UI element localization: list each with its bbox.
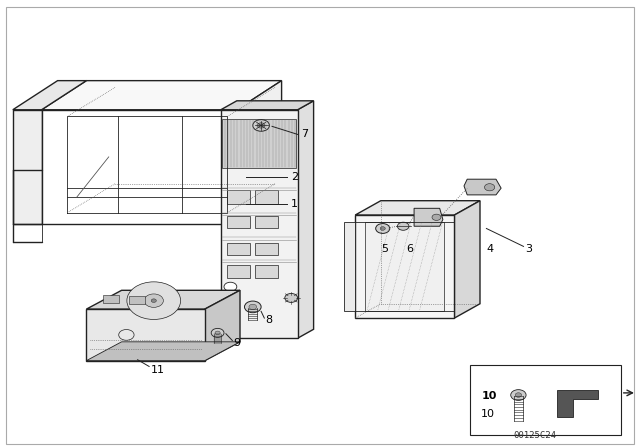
Text: 11: 11 xyxy=(150,365,164,375)
Text: 1: 1 xyxy=(291,199,298,209)
Circle shape xyxy=(515,393,522,397)
Polygon shape xyxy=(86,290,240,309)
Polygon shape xyxy=(464,179,501,195)
Polygon shape xyxy=(42,81,282,110)
Circle shape xyxy=(285,293,298,302)
Bar xyxy=(255,190,278,204)
Polygon shape xyxy=(86,342,240,361)
Bar xyxy=(227,265,250,278)
Polygon shape xyxy=(355,201,480,215)
Circle shape xyxy=(397,222,409,230)
Polygon shape xyxy=(298,101,314,338)
Circle shape xyxy=(511,390,526,401)
Polygon shape xyxy=(221,110,298,338)
Bar xyxy=(227,216,250,228)
Bar xyxy=(222,119,296,168)
Text: 6: 6 xyxy=(406,244,413,254)
Circle shape xyxy=(484,184,495,191)
Text: 00125C24: 00125C24 xyxy=(513,431,556,440)
Circle shape xyxy=(432,214,441,220)
Text: 5: 5 xyxy=(381,244,388,254)
Circle shape xyxy=(376,224,390,233)
Circle shape xyxy=(151,299,156,302)
Bar xyxy=(227,190,250,204)
Circle shape xyxy=(211,328,224,337)
Circle shape xyxy=(224,282,237,291)
Circle shape xyxy=(224,320,237,329)
Text: 9: 9 xyxy=(234,338,241,348)
Polygon shape xyxy=(13,81,86,110)
Polygon shape xyxy=(355,215,454,318)
Polygon shape xyxy=(414,208,443,226)
Circle shape xyxy=(144,294,163,307)
Bar xyxy=(104,295,120,303)
Text: 8: 8 xyxy=(266,315,273,325)
Polygon shape xyxy=(557,390,598,417)
Bar xyxy=(470,365,621,435)
Bar xyxy=(255,216,278,228)
Polygon shape xyxy=(205,290,240,361)
Polygon shape xyxy=(86,309,205,361)
Text: 4: 4 xyxy=(486,244,493,254)
Polygon shape xyxy=(221,101,314,110)
Bar xyxy=(255,265,278,278)
Text: 7: 7 xyxy=(301,129,308,139)
Circle shape xyxy=(215,331,220,335)
Circle shape xyxy=(127,282,180,319)
Polygon shape xyxy=(344,222,355,311)
Text: 2: 2 xyxy=(291,172,298,182)
Bar xyxy=(227,243,250,255)
Circle shape xyxy=(249,304,257,310)
Text: 3: 3 xyxy=(525,244,532,254)
Bar xyxy=(365,222,444,311)
Text: 10: 10 xyxy=(481,409,495,419)
Bar xyxy=(255,243,278,255)
Polygon shape xyxy=(237,81,282,224)
Text: 10: 10 xyxy=(482,392,497,401)
Polygon shape xyxy=(454,201,480,318)
Circle shape xyxy=(244,301,261,313)
Circle shape xyxy=(253,120,269,131)
Circle shape xyxy=(380,227,385,230)
Polygon shape xyxy=(42,110,237,224)
Circle shape xyxy=(233,108,241,113)
Polygon shape xyxy=(13,110,42,224)
Bar xyxy=(129,297,145,305)
Circle shape xyxy=(257,123,265,128)
